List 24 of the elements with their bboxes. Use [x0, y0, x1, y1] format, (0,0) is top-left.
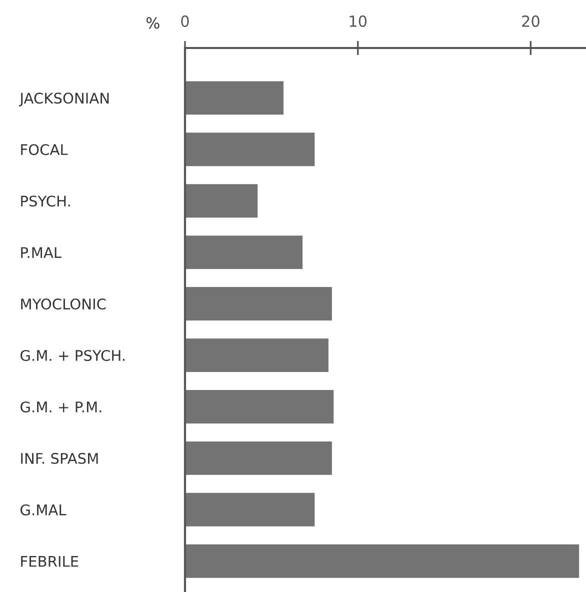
x-tick-label: 0 [181, 15, 189, 27]
bar [185, 184, 258, 218]
bar [185, 132, 315, 166]
bar [185, 390, 334, 424]
y-tick-label: PSYCH. [21, 196, 70, 207]
y-tick-label: G.M. + P.M. [20, 401, 102, 412]
bar [185, 287, 332, 321]
y-tick-label: G.M. + PSYCH. [20, 350, 124, 361]
bar [185, 544, 580, 578]
y-tick-label: FEBRILE [21, 556, 78, 567]
y-tick-label: P.MAL [21, 247, 62, 258]
y-tick-label: FOCAL [21, 144, 68, 156]
bar [185, 441, 332, 475]
bar [185, 492, 315, 526]
bar [185, 81, 284, 115]
y-tick-label: JACKSONIAN [18, 92, 109, 106]
y-tick-label: INF. SPASM [21, 452, 98, 464]
y-tick-label: MYOCLONIC [21, 298, 106, 310]
x-tick-label: 10 [350, 15, 367, 27]
y-tick-label: G.MAL [20, 504, 66, 516]
x-tick-label: 20 [522, 15, 540, 27]
x-axis-title: % [146, 17, 160, 29]
bar [185, 236, 303, 270]
bar [185, 338, 328, 372]
